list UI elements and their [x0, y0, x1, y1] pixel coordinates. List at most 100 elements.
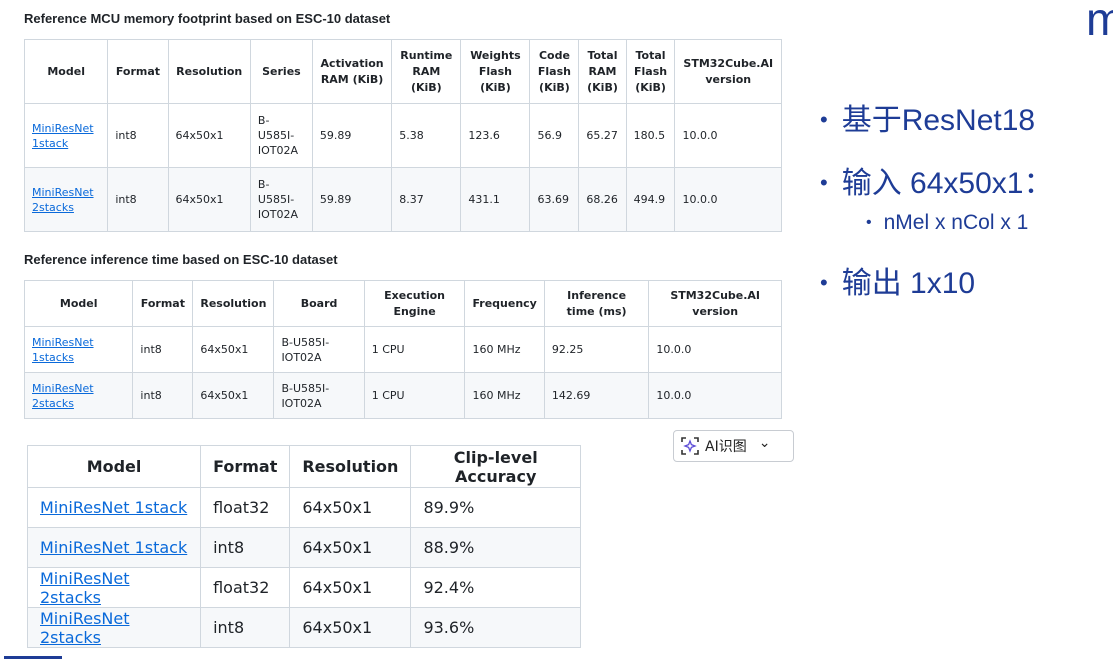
table-cell: 64x50x1 — [167, 103, 251, 168]
model-link[interactable]: MiniResNet 2stacks — [32, 381, 94, 410]
table-cell: 64x50x1 — [289, 607, 412, 648]
table-row: MiniResNet 2stacks int8 64x50x1 B-U585I-… — [23, 372, 782, 419]
table2-title: Reference inference time based on ESC-10… — [24, 252, 338, 267]
bullet-text: 输出 1x10 — [841, 267, 976, 300]
model-link[interactable]: MiniResNet 2stacks — [32, 185, 94, 214]
model-cell: MiniResNet 1stack — [26, 527, 202, 568]
table-cell: int8 — [132, 372, 194, 419]
table-cell: 93.6% — [410, 607, 581, 648]
table-cell: 180.5 — [625, 103, 676, 168]
table-cell: B-U585I-IOT02A — [273, 326, 365, 373]
column-header: Resolution — [192, 280, 275, 327]
table-cell: 160 MHz — [464, 326, 545, 373]
model-link[interactable]: MiniResNet 2stacks — [40, 568, 130, 607]
table-cell: 494.9 — [625, 167, 676, 232]
table-row: MiniResNet 1stacks int8 64x50x1 B-U585I-… — [23, 326, 782, 373]
table-row: MiniResNet 2stacks int8 64x50x1 93.6% — [26, 607, 581, 648]
column-header: Frequency — [464, 280, 545, 327]
table-cell: 10.0.0 — [674, 167, 782, 232]
table-cell: int8 — [132, 326, 194, 373]
table-cell: 1 CPU — [363, 372, 466, 419]
table-cell: B-U585I-IOT02A — [273, 372, 365, 419]
column-header: Code Flash (KiB) — [529, 39, 580, 104]
model-cell: MiniResNet 2stacks — [23, 167, 109, 232]
table-row: MiniResNet 1stack int8 64x50x1 B-U585I-I… — [23, 103, 782, 168]
chevron-down-icon: ⌄ — [758, 435, 771, 451]
table-cell: 5.38 — [391, 103, 462, 168]
table-cell: 8.37 — [391, 167, 462, 232]
table-cell: 56.9 — [529, 103, 580, 168]
column-header: STM32Cube.AI version — [648, 280, 782, 327]
column-header: Activation RAM (KiB) — [311, 39, 393, 104]
ai-image-recognition-button[interactable]: AI识图 ⌄ — [673, 430, 794, 462]
table-cell: 123.6 — [460, 103, 531, 168]
table-header-row: Model Format Resolution Clip-level Accur… — [26, 445, 581, 488]
memory-footprint-table: Model Format Resolution Series Activatio… — [23, 39, 782, 232]
bullet-dot: • — [820, 170, 828, 195]
column-header: Resolution — [289, 445, 412, 488]
table-cell: 10.0.0 — [648, 372, 782, 419]
table-cell: 160 MHz — [464, 372, 545, 419]
table-cell: 64x50x1 — [167, 167, 251, 232]
table-cell: 59.89 — [311, 103, 393, 168]
accuracy-table: Model Format Resolution Clip-level Accur… — [26, 445, 581, 648]
table-cell: 431.1 — [460, 167, 531, 232]
bullet-dot: • — [820, 270, 828, 295]
sub-bullet-text: nMel x nCol x 1 — [883, 211, 1029, 234]
column-header: STM32Cube.AI version — [674, 39, 782, 104]
table-cell: 10.0.0 — [674, 103, 782, 168]
table-cell: int8 — [107, 103, 169, 168]
model-link[interactable]: MiniResNet 1stack — [40, 498, 188, 517]
table-row: MiniResNet 1stack int8 64x50x1 88.9% — [26, 527, 581, 568]
model-link[interactable]: MiniResNet 2stacks — [40, 608, 130, 647]
model-link[interactable]: MiniResNet 1stacks — [32, 335, 94, 364]
table-cell: float32 — [200, 567, 291, 608]
table-cell: 1 CPU — [363, 326, 466, 373]
model-cell: MiniResNet 2stacks — [26, 567, 202, 608]
bullet-text: 输入 64x50x1： — [841, 167, 1054, 200]
table-cell: 59.89 — [311, 167, 393, 232]
column-header: Runtime RAM (KiB) — [391, 39, 462, 104]
inference-time-table: Model Format Resolution Board Execution … — [23, 280, 782, 419]
table-cell: 10.0.0 — [648, 326, 782, 373]
column-header: Weights Flash (KiB) — [460, 39, 531, 104]
bullet-item: • 基于ResNet18 — [820, 95, 1035, 139]
model-cell: MiniResNet 1stack — [23, 103, 109, 168]
bullet-dot: • — [820, 107, 828, 132]
table-cell: 68.26 — [578, 167, 627, 232]
ai-button-label: AI识图 — [705, 439, 747, 455]
model-cell: MiniResNet 1stacks — [23, 326, 134, 373]
table-row: MiniResNet 2stacks int8 64x50x1 B-U585I-… — [23, 167, 782, 232]
column-header: Format — [132, 280, 194, 327]
model-link[interactable]: MiniResNet 1stack — [32, 121, 94, 150]
ai-scan-icon — [680, 436, 700, 456]
table-cell: B-U585I-IOT02A — [249, 167, 313, 232]
table-cell: 142.69 — [543, 372, 650, 419]
column-header: Total Flash (KiB) — [625, 39, 676, 104]
table-row: MiniResNet 1stack float32 64x50x1 89.9% — [26, 487, 581, 528]
column-header: Series — [249, 39, 313, 104]
table-cell: int8 — [107, 167, 169, 232]
slide-bottom-bar — [4, 656, 62, 659]
column-header: Total RAM (KiB) — [578, 39, 627, 104]
column-header: Model — [23, 39, 109, 104]
model-cell: MiniResNet 2stacks — [23, 372, 134, 419]
bullet-item: • 输出 1x10 — [820, 258, 975, 302]
sub-bullet-item: • nMel x nCol x 1 — [866, 211, 1028, 235]
table-cell: 64x50x1 — [289, 567, 412, 608]
column-header: Inference time (ms) — [543, 280, 650, 327]
table-header-row: Model Format Resolution Board Execution … — [23, 280, 782, 327]
column-header: Format — [107, 39, 169, 104]
table-cell: 63.69 — [529, 167, 580, 232]
column-header: Format — [200, 445, 291, 488]
table-cell: 92.25 — [543, 326, 650, 373]
table-cell: 64x50x1 — [192, 372, 275, 419]
model-link[interactable]: MiniResNet 1stack — [40, 538, 188, 557]
table-cell: 64x50x1 — [289, 527, 412, 568]
column-header: Clip-level Accuracy — [410, 445, 581, 488]
table-cell: 64x50x1 — [192, 326, 275, 373]
table-cell: int8 — [200, 607, 291, 648]
table-row: MiniResNet 2stacks float32 64x50x1 92.4% — [26, 567, 581, 608]
model-cell: MiniResNet 2stacks — [26, 607, 202, 648]
table-cell: 92.4% — [410, 567, 581, 608]
